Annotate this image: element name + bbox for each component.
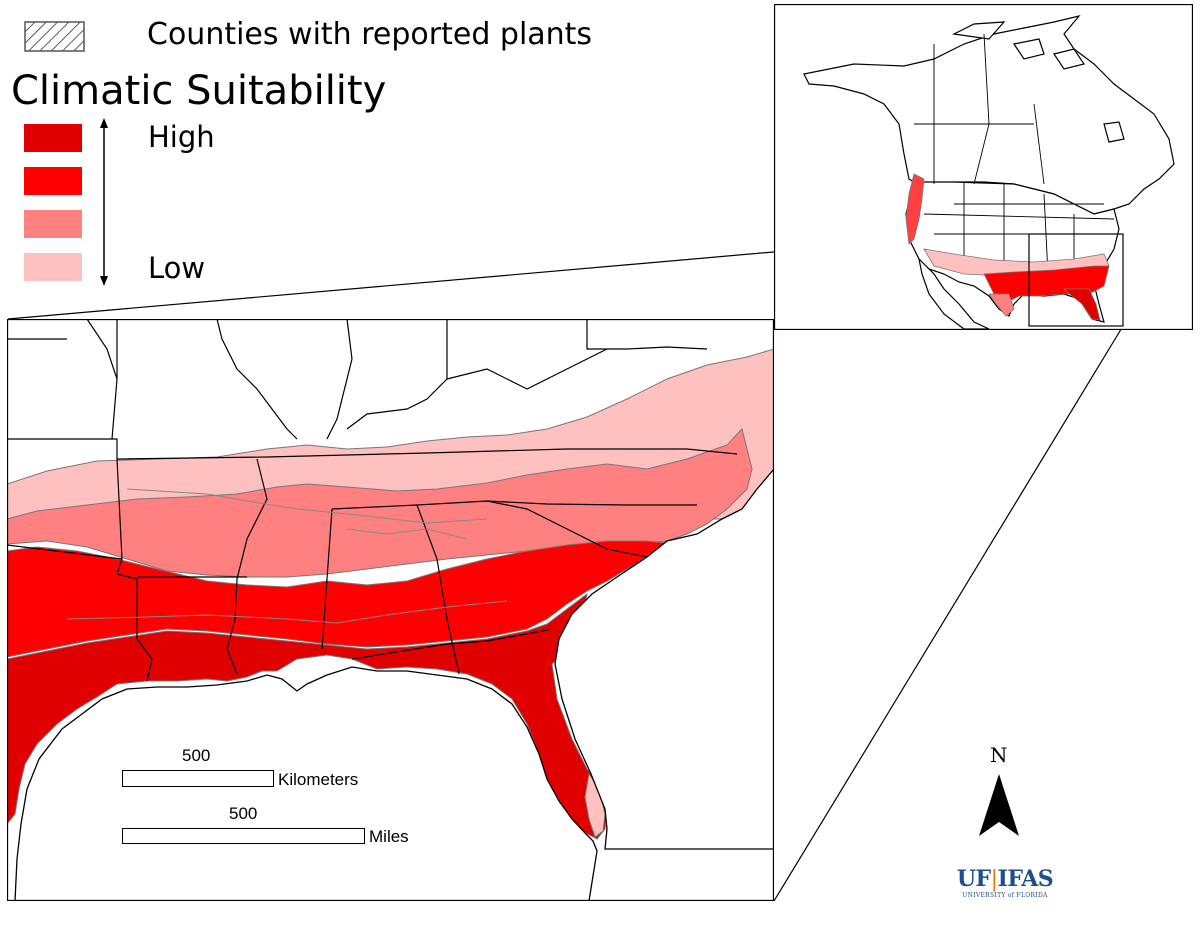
state-borders (7, 319, 738, 682)
north-arrow-label: N (990, 743, 1008, 767)
uf-ifas-logo: UF|IFAS UNIVERSITY of FLORIDA (956, 866, 1054, 899)
main-map (7, 319, 774, 901)
canada-outline (803, 14, 1175, 215)
scale-mi-unit: Miles (369, 827, 409, 846)
logo-uf: UF (956, 866, 991, 892)
swatch-medium (24, 210, 82, 238)
scale-bar-km (122, 770, 274, 787)
mexico-outline (918, 257, 990, 330)
swatch-low (24, 253, 82, 281)
inset-borders (914, 33, 1115, 295)
inset-suitability-florida (1062, 288, 1101, 321)
scale-mi-value: 500 (229, 804, 258, 823)
hatch-swatch (24, 21, 85, 52)
counties-legend-label: Counties with reported plants (147, 17, 593, 52)
inset-extent-box (1028, 233, 1124, 327)
double-arrow-icon (100, 118, 108, 286)
legend-low-label: Low (148, 251, 206, 285)
legend-high-label: High (148, 120, 215, 154)
north-arrow-icon (979, 774, 1019, 836)
scale-km-unit: Kilometers (278, 770, 359, 789)
swatch-high (24, 167, 82, 195)
inset-map-north-america (774, 4, 1193, 330)
legend-title: Climatic Suitability (11, 68, 387, 114)
scale-bar-miles (122, 828, 365, 844)
logo-subtitle: UNIVERSITY of FLORIDA (962, 892, 1048, 899)
atlantic-ocean (554, 467, 774, 850)
suitability-contours (66, 488, 508, 624)
scale-km-value: 500 (182, 746, 211, 765)
logo-ifas: IFAS (997, 866, 1054, 892)
swatch-very-high (24, 124, 82, 152)
zone-high (7, 540, 669, 658)
inset-suitability-texas (988, 293, 1015, 317)
inset-suitability-west (905, 173, 925, 245)
